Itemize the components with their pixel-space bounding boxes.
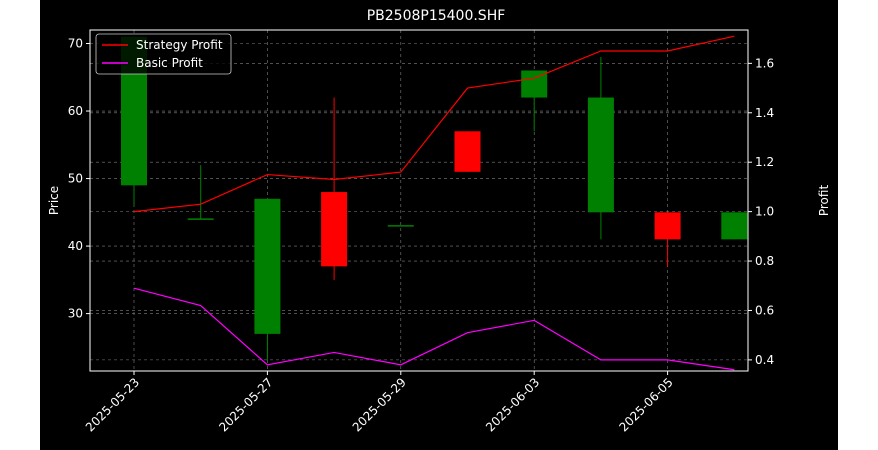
y-axis-label-right: Profit [817,185,831,217]
x-tick-label: 2025-05-27 [216,375,275,434]
candle-body [454,131,481,172]
y-tick-label-right: 1.6 [755,56,774,70]
candlesticks [121,36,748,361]
candle-body [321,192,348,267]
chart-title: PB2508P15400.SHF [367,8,506,24]
x-tick-label: 2025-05-23 [83,375,142,434]
legend-box [95,33,232,75]
legend: Strategy Profit Basic Profit [95,33,232,75]
plot-frame [89,29,749,372]
profit-lines [133,35,735,371]
legend-label: Strategy Profit [136,38,223,52]
y-tick-label-left: 40 [68,239,83,253]
chart-figure: PB2508P15400.SHF Price Profit 30 40 50 60 70… [40,0,838,450]
y-tick-label-right: 1.0 [755,205,774,219]
candle-body [587,97,614,213]
candle-body [721,212,748,240]
candle-body [654,212,681,240]
series-line-strategy-profit [133,35,735,213]
y-tick-label-left: 50 [68,172,83,186]
chart-canvas: PB2508P15400.SHF Price Profit 30 40 50 60 70… [47,8,831,434]
y-tick-label-right: 1.4 [755,106,774,120]
y-tick-label-left: 30 [68,307,83,321]
y-tick-label-right: 0.8 [755,254,774,268]
y-axis-label-left: Price [47,186,61,215]
y-tick-label-left: 60 [68,104,83,118]
y-tick-label-right: 0.6 [755,303,774,317]
candle-body [254,198,281,334]
y-tick-label-right: 0.4 [755,353,774,367]
legend-label: Basic Profit [136,56,203,70]
series-line-basic-profit [133,287,735,371]
grid-lines [90,30,748,371]
y-tick-label-left: 70 [68,37,83,51]
y-tick-label-right: 1.2 [755,155,774,169]
x-tick-label: 2025-05-29 [350,375,409,434]
x-tick-label: 2025-06-05 [617,375,676,434]
x-tick-label: 2025-06-03 [483,375,542,434]
